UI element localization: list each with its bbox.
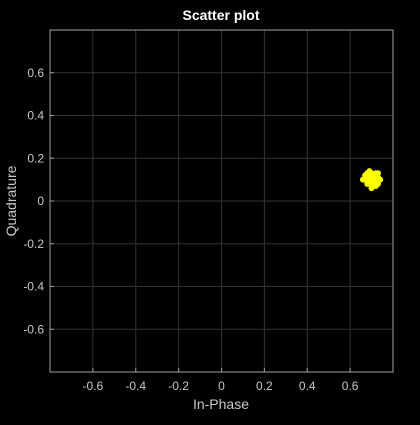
y-tick-label: 0.6 — [27, 66, 44, 80]
x-tick-label: -0.6 — [83, 379, 104, 393]
y-tick-label: 0 — [37, 194, 44, 208]
y-tick-label: 0.4 — [27, 109, 44, 123]
chart-title: Scatter plot — [182, 7, 259, 23]
y-tick-label: -0.4 — [23, 280, 44, 294]
y-axis-label: Quadrature — [3, 165, 19, 236]
y-tick-label: -0.6 — [23, 322, 44, 336]
scatter-point — [362, 172, 369, 179]
x-tick-label: 0.6 — [342, 379, 359, 393]
x-tick-label: 0.2 — [256, 379, 273, 393]
y-tick-label: -0.2 — [23, 237, 44, 251]
y-tick-label: 0.2 — [27, 151, 44, 165]
x-tick-label: -0.2 — [168, 379, 189, 393]
grid-layer — [50, 30, 393, 372]
scatter-point — [364, 178, 371, 185]
scatter-point — [374, 170, 381, 177]
x-axis-label: In-Phase — [193, 396, 249, 412]
mark-layer — [359, 168, 384, 192]
x-tick-label: 0 — [218, 379, 225, 393]
scatter-point — [370, 180, 377, 187]
axes-box — [49, 29, 394, 373]
x-tick-label: 0.4 — [299, 379, 316, 393]
x-tick-label: -0.4 — [125, 379, 146, 393]
